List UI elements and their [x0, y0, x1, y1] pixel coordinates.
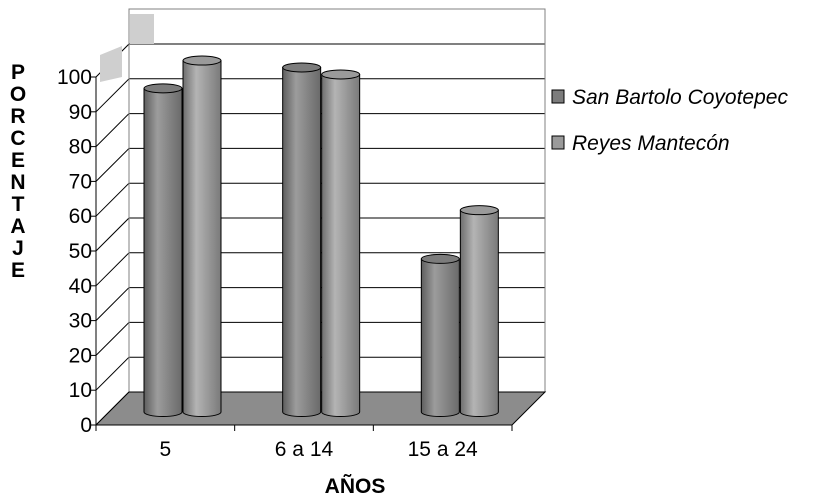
y-tick-label: 70 — [69, 170, 92, 193]
grid-diagonal — [95, 217, 130, 252]
y-tick-labels: 0 10 20 30 40 50 60 70 80 90 100 — [57, 66, 92, 437]
bar-top — [420, 253, 460, 264]
grid-diagonal — [95, 113, 130, 147]
bar-top — [459, 205, 499, 216]
wall-top-cap — [130, 14, 154, 44]
bar-body — [182, 60, 222, 417]
grid-diagonal — [95, 322, 130, 356]
bar-body — [420, 258, 460, 417]
bar — [420, 253, 460, 417]
bar-top — [143, 83, 183, 94]
bar-top — [282, 62, 322, 73]
y-tick-label: 20 — [69, 344, 92, 367]
y-tick-label: 80 — [69, 136, 92, 159]
bars — [143, 55, 499, 417]
legend-swatch — [551, 89, 565, 104]
grid-diagonal — [95, 287, 130, 321]
bar-body — [321, 73, 361, 417]
y-tick-label: 0 — [80, 414, 92, 437]
bar-top — [321, 69, 361, 80]
bar-body — [143, 87, 183, 417]
legend-label: San Bartolo Coyotepec — [572, 86, 788, 109]
x-tick-label: 5 — [159, 438, 171, 461]
x-tick-labels: 5 6 a 14 15 a 24 — [159, 438, 478, 461]
x-tick-label: 6 a 14 — [275, 438, 334, 461]
y-tick-label: 30 — [69, 310, 92, 333]
bar — [321, 69, 361, 417]
y-tick-label: 60 — [69, 205, 92, 228]
bar-body — [459, 209, 499, 417]
y-tick-label: 90 — [69, 101, 92, 124]
bar — [143, 83, 183, 417]
grid-diagonal — [95, 252, 130, 287]
x-tick-label: 15 a 24 — [408, 438, 478, 461]
grid-diagonal — [95, 182, 130, 217]
y-tick-label: 40 — [69, 275, 92, 298]
y-tick-label: 100 — [57, 66, 92, 89]
bar-body — [282, 66, 322, 417]
grid-diagonal — [95, 148, 130, 182]
y-tick-label: 10 — [69, 379, 92, 402]
bar-top — [182, 55, 222, 66]
legend-swatch — [551, 135, 565, 150]
axes — [91, 76, 513, 431]
grid-diagonal — [95, 356, 130, 391]
legend-label: Reyes Mantecón — [572, 132, 730, 155]
legend: San Bartolo Coyotepec Reyes Mantecón — [551, 86, 788, 155]
wall-side-cap — [100, 46, 122, 82]
x-axis-title: AÑOS — [325, 475, 386, 498]
y-tick-label: 50 — [69, 240, 92, 263]
bar — [459, 205, 499, 417]
bar — [182, 55, 222, 417]
grid-diagonal — [95, 78, 130, 113]
bar — [282, 62, 322, 417]
